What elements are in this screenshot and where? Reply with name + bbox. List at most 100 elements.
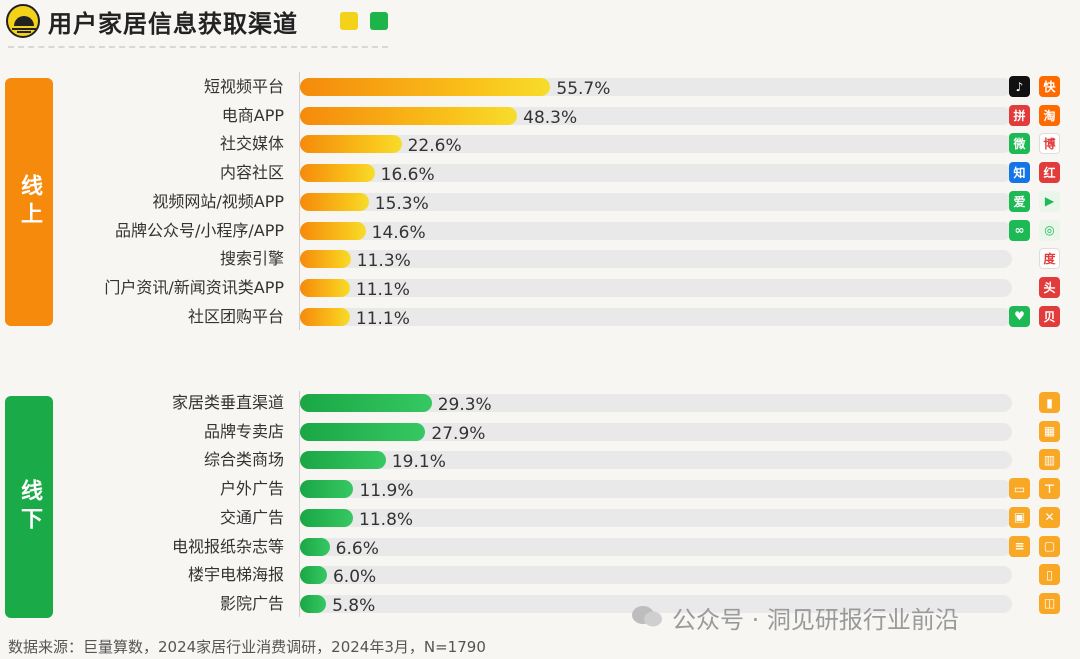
kuaishou-icon: 快 — [1039, 76, 1060, 97]
bar-track — [300, 566, 1012, 585]
bar-track — [300, 508, 1012, 527]
douyin-icon: ♪ — [1009, 76, 1030, 97]
bar-track — [300, 135, 1012, 154]
value-label: 5.8% — [332, 595, 376, 616]
toutiao-icon: 头 — [1039, 276, 1060, 298]
category-label: 视频网站/视频APP — [152, 191, 284, 211]
bar — [300, 135, 402, 154]
bar-row: 户外广告 11.9% ▭ ⊤ — [0, 478, 1080, 504]
mall-icon: ▥ — [1039, 449, 1060, 471]
bar-row: 家居类垂直渠道 29.3% ▮ — [0, 392, 1080, 418]
bar-row: 视频网站/视频APP 15.3% 爱 ▶ — [0, 190, 1080, 217]
offline-axis-line — [299, 391, 300, 617]
bar — [300, 250, 351, 269]
cinema-icon: ◫ — [1039, 592, 1060, 614]
bar-track — [300, 164, 1012, 183]
yellow-square-icon — [340, 12, 358, 30]
value-label: 11.8% — [359, 509, 414, 530]
bar — [300, 106, 518, 125]
bar-track — [300, 451, 1012, 470]
value-label: 11.9% — [359, 481, 414, 502]
page-title: 用户家居信息获取渠道 — [48, 10, 298, 38]
bar-row: 电商APP 48.3% 拼淘 — [0, 104, 1080, 131]
bar-track — [300, 307, 1012, 326]
bar-track — [300, 422, 1012, 441]
bar-track — [300, 594, 1012, 613]
weibo-icon: 博 — [1039, 133, 1060, 155]
value-label: 16.6% — [380, 165, 435, 186]
bar — [300, 278, 350, 297]
tv-icon: ▢ — [1039, 535, 1060, 557]
zhihu-icon: 知 — [1009, 162, 1030, 184]
building-icon: ▯ — [1039, 564, 1060, 586]
bar-track — [300, 192, 1012, 211]
offline-group-label: 线下 — [5, 396, 53, 618]
online-axis-line — [299, 72, 300, 330]
category-label: 品牌专卖店 — [203, 421, 284, 441]
bar — [300, 422, 426, 441]
bus-icon: ▣ — [1009, 506, 1030, 528]
data-source-note: 数据来源：巨量算数，2024家居行业消费调研，2024年3月，N=1790 — [8, 638, 486, 656]
store-icon: ▦ — [1039, 420, 1060, 442]
bar — [300, 164, 375, 183]
category-label: 家居类垂直渠道 — [171, 393, 284, 412]
green-square-icon — [370, 12, 388, 30]
billboard-icon: ▭ — [1009, 478, 1030, 500]
bar — [300, 537, 330, 556]
bar — [300, 451, 386, 470]
value-label: 6.6% — [335, 538, 379, 559]
category-label: 搜索引擎 — [219, 249, 284, 269]
bar-track — [300, 221, 1012, 240]
pinduoduo-icon: 拼 — [1009, 104, 1030, 126]
bar-track — [300, 250, 1012, 269]
beidian-icon: 贝 — [1039, 305, 1060, 327]
bar-row: 影院广告 5.8% ◫ — [0, 592, 1080, 619]
bar — [300, 78, 551, 96]
xiaohongshu-icon: 红 — [1039, 162, 1060, 184]
meituan-youxuan-icon: ♥ — [1009, 305, 1030, 327]
category-label: 短视频平台 — [203, 77, 284, 96]
bar-row: 短视频平台 55.7% ♪ 快 — [0, 76, 1080, 102]
bar-track — [300, 394, 1012, 412]
bar-row: 交通广告 11.8% ▣ ✕ — [0, 506, 1080, 533]
bar — [300, 566, 327, 585]
category-label: 楼宇电梯海报 — [187, 565, 284, 585]
value-label: 14.6% — [371, 222, 426, 243]
iqiyi-icon: 爱 — [1009, 190, 1030, 212]
category-label: 社区团购平台 — [187, 306, 284, 326]
bar — [300, 192, 369, 211]
online-label-text: 线上 — [17, 174, 42, 230]
bar-row: 社交媒体 22.6% 微博 — [0, 133, 1080, 159]
header: 用户家居信息获取渠道 — [0, 0, 1080, 48]
bar-row: 综合类商场 19.1% ▥ — [0, 449, 1080, 475]
bar — [300, 307, 350, 326]
header-divider — [8, 46, 388, 48]
bar-row: 楼宇电梯海报 6.0% ▯ — [0, 564, 1080, 590]
category-label: 交通广告 — [219, 507, 284, 527]
bar — [300, 221, 366, 240]
bar-row: 社区团购平台 11.1% ♥ 贝 — [0, 305, 1080, 332]
value-label: 48.3% — [523, 107, 578, 128]
category-label: 门户资讯/新闻资讯类APP — [104, 277, 284, 297]
newspaper-icon: ≡ — [1009, 535, 1030, 557]
bar-track — [300, 480, 1012, 499]
value-label: 19.1% — [391, 452, 446, 473]
value-label: 11.1% — [355, 308, 410, 329]
sun-logo-icon — [6, 4, 40, 38]
bar — [300, 508, 354, 527]
offline-label-text: 线下 — [17, 479, 42, 535]
value-label: 11.1% — [355, 279, 410, 300]
category-label: 影院广告 — [219, 593, 284, 613]
bar-row: 门户资讯/新闻资讯类APP 11.1% 头 — [0, 276, 1080, 303]
value-label: 27.9% — [431, 423, 486, 444]
value-label: 15.3% — [374, 193, 429, 214]
channels-icon: ◎ — [1039, 219, 1060, 241]
category-label: 综合类商场 — [203, 450, 284, 470]
taobao-icon: 淘 — [1039, 104, 1060, 126]
category-label: 户外广告 — [219, 479, 284, 499]
baidu-icon: 度 — [1039, 248, 1060, 270]
road-icon: ✕ — [1039, 506, 1060, 528]
value-label: 6.0% — [332, 567, 377, 588]
bar-chart-icon: ▮ — [1039, 392, 1060, 413]
bar-row: 电视报纸杂志等 6.6% ≡ ▢ — [0, 535, 1080, 562]
